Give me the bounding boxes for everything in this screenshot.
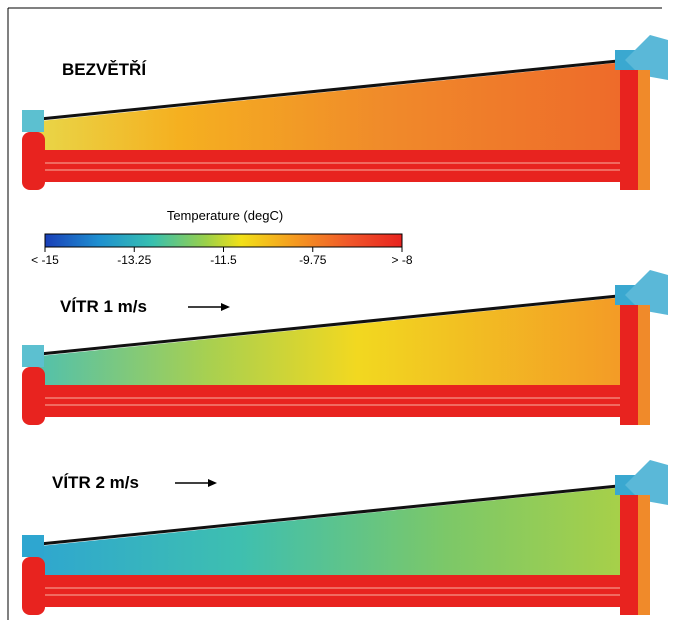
right-column-edge [638,70,650,190]
left-cap [22,535,44,557]
left-column [22,132,45,190]
slab [45,385,620,417]
panel-label: VÍTR 2 m/s [52,473,139,492]
right-column-edge [638,305,650,425]
colorbar-tick-label: -11.5 [210,253,237,267]
colorbar-tick-label: < -15 [31,253,59,267]
colorbar-ticks: < -15 -13.25 -11.5 -9.75 > -8 [31,247,413,267]
colorbar-tick-label: -9.75 [299,253,327,267]
colorbar-tick-label: -13.25 [117,253,151,267]
panel [22,35,668,190]
colorbar [45,234,402,247]
wind-arrow-head [221,303,230,311]
panel [22,270,668,425]
roof-field [30,487,625,575]
left-column [22,557,45,615]
panels [22,35,668,615]
right-column-edge [638,495,650,615]
panel-label: VÍTR 1 m/s [60,297,147,316]
panel-label: BEZVĚTŘÍ [62,60,147,79]
figure: Temperature (degC) < -15 -13.25 -11.5 -9.75… [0,0,674,627]
wind-arrow-head [208,479,217,487]
left-cap [22,110,44,132]
slab [45,150,620,182]
slab [45,575,620,607]
colorbar-tick-label: > -8 [391,253,412,267]
left-column [22,367,45,425]
colorbar-title: Temperature (degC) [167,208,283,223]
left-cap [22,345,44,367]
